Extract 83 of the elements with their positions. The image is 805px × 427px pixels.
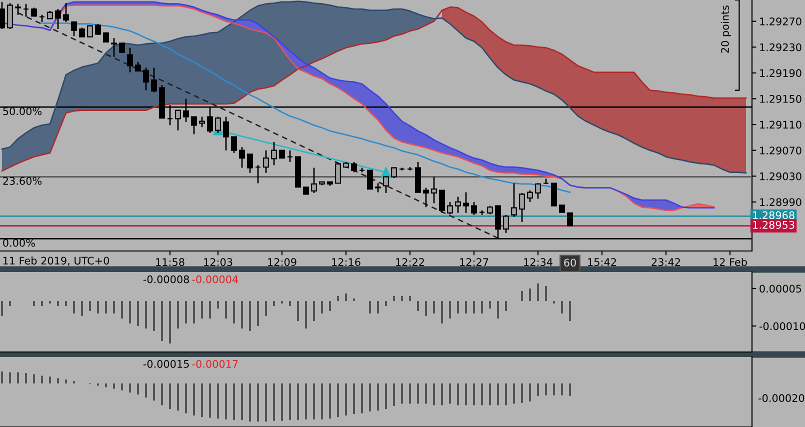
candlestick bbox=[286, 150, 294, 163]
candlestick bbox=[334, 162, 342, 184]
candlestick bbox=[566, 212, 574, 226]
x-tick-label: 11:58 bbox=[156, 258, 184, 266]
candlestick bbox=[142, 67, 150, 92]
candlestick bbox=[70, 21, 78, 37]
candlestick bbox=[246, 154, 254, 174]
candlestick bbox=[470, 201, 478, 216]
candlestick bbox=[526, 190, 534, 203]
candlestick bbox=[430, 176, 438, 204]
annotation: 0.00% bbox=[3, 238, 35, 247]
candlestick bbox=[422, 187, 430, 208]
candlestick bbox=[118, 42, 126, 54]
y-tick-label: 1.29150 bbox=[760, 94, 802, 103]
candlestick bbox=[30, 7, 38, 18]
candlestick bbox=[510, 182, 518, 218]
x-tick-label: 12:09 bbox=[268, 258, 296, 266]
candlestick bbox=[6, 2, 14, 30]
annotation: 20 points bbox=[720, 6, 731, 53]
x-tick-label: 15:42 bbox=[588, 258, 616, 266]
line-series bbox=[41, 22, 571, 193]
x-tick-label: 12 Feb bbox=[714, 258, 747, 266]
x-tick-label: 12:22 bbox=[396, 258, 424, 266]
candlestick bbox=[126, 47, 134, 73]
candlestick bbox=[110, 37, 118, 58]
candlestick bbox=[0, 1, 6, 30]
text: -0.00020 bbox=[758, 394, 804, 402]
candlestick bbox=[350, 161, 358, 173]
candlestick bbox=[502, 214, 510, 234]
candlestick bbox=[238, 146, 246, 168]
y-tick-label: 1.29230 bbox=[760, 43, 802, 52]
candlestick bbox=[374, 182, 382, 193]
candlestick bbox=[454, 196, 462, 214]
y-tick-label: 1.29270 bbox=[760, 18, 802, 26]
candlestick bbox=[86, 24, 94, 38]
candlestick bbox=[214, 116, 222, 134]
x-tick-label: 12:27 bbox=[460, 258, 488, 266]
candlestick bbox=[78, 27, 86, 38]
candlestick bbox=[62, 2, 70, 23]
candlestick bbox=[270, 141, 278, 166]
candlestick bbox=[14, 3, 22, 16]
candlestick bbox=[150, 67, 158, 93]
y-tick-label: 1.29110 bbox=[760, 120, 802, 129]
ref-line-label: 1.28953 bbox=[753, 220, 794, 229]
candlestick bbox=[254, 164, 262, 184]
x-tick-label: 23:42 bbox=[652, 258, 680, 266]
ref-line-label: 1.28968 bbox=[753, 211, 794, 220]
y-tick-label: 1.29030 bbox=[760, 172, 802, 180]
x-axis-title: 11 Feb 2019, UTC+0 bbox=[3, 256, 110, 266]
text: 60 bbox=[564, 258, 576, 267]
candlestick bbox=[94, 23, 102, 36]
candlestick bbox=[366, 170, 374, 190]
candlestick bbox=[22, 3, 30, 18]
candlestick bbox=[174, 110, 182, 132]
candlestick bbox=[134, 61, 142, 72]
candlestick bbox=[310, 167, 318, 194]
candlestick bbox=[550, 182, 558, 206]
candlestick bbox=[534, 182, 542, 200]
candlestick bbox=[438, 190, 446, 214]
text: -0.00017 bbox=[192, 360, 238, 368]
x-tick-label: 12:34 bbox=[524, 258, 552, 266]
candlestick bbox=[190, 116, 198, 135]
candlestick bbox=[446, 201, 454, 215]
y-tick-label: 1.29070 bbox=[760, 146, 802, 154]
candlestick bbox=[390, 166, 398, 179]
candlestick bbox=[222, 116, 230, 152]
y-tick-label: 0.00005 bbox=[760, 284, 802, 293]
annotation: -0.00008 bbox=[143, 275, 189, 284]
x-tick-label: 12:03 bbox=[204, 258, 232, 266]
candlestick bbox=[54, 8, 62, 30]
y-tick-label: 1.28990 bbox=[760, 198, 802, 206]
y-tick-label: -0.00010 bbox=[759, 322, 805, 330]
y-tick-label: 1.29190 bbox=[760, 69, 802, 78]
candlestick bbox=[198, 116, 206, 128]
annotation: 50.00% bbox=[3, 107, 42, 116]
annotation: 23.60% bbox=[3, 176, 42, 185]
x-tick-label: 12:16 bbox=[332, 258, 360, 266]
candlestick bbox=[230, 136, 238, 154]
candlestick bbox=[462, 192, 470, 214]
text: -0.00015 bbox=[143, 360, 189, 368]
annotation: -0.00004 bbox=[192, 275, 238, 284]
candlestick bbox=[262, 150, 270, 174]
candlestick bbox=[518, 192, 526, 223]
